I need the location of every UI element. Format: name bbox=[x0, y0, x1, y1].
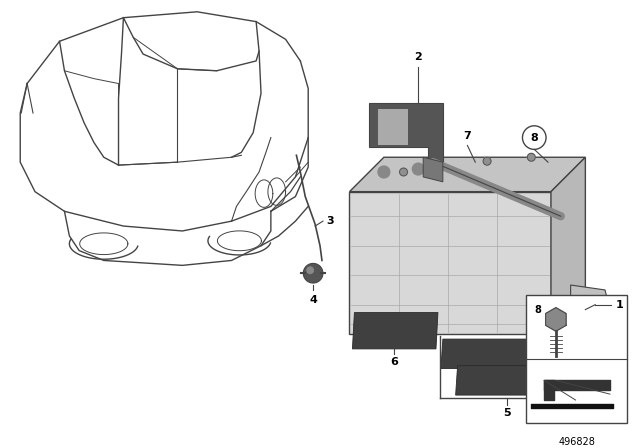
Text: 3: 3 bbox=[326, 216, 333, 226]
Text: 4: 4 bbox=[309, 295, 317, 305]
Text: 1: 1 bbox=[616, 300, 623, 310]
Text: 8: 8 bbox=[531, 133, 538, 142]
Circle shape bbox=[378, 166, 390, 178]
Text: 6: 6 bbox=[390, 357, 397, 366]
Circle shape bbox=[527, 153, 535, 161]
Polygon shape bbox=[441, 339, 556, 369]
Circle shape bbox=[303, 263, 323, 283]
Bar bbox=[526, 295, 627, 422]
Polygon shape bbox=[369, 103, 443, 162]
Text: 7: 7 bbox=[463, 131, 471, 141]
Polygon shape bbox=[551, 157, 586, 334]
Polygon shape bbox=[353, 313, 438, 349]
Polygon shape bbox=[456, 366, 571, 395]
Circle shape bbox=[399, 168, 408, 176]
Circle shape bbox=[412, 163, 424, 175]
Circle shape bbox=[434, 161, 442, 169]
Polygon shape bbox=[571, 285, 610, 319]
Text: 2: 2 bbox=[415, 52, 422, 62]
Circle shape bbox=[483, 157, 491, 165]
Text: 5: 5 bbox=[503, 408, 511, 418]
Bar bbox=[377, 108, 408, 146]
Text: 8: 8 bbox=[534, 305, 541, 314]
Text: 496828: 496828 bbox=[558, 437, 595, 448]
Polygon shape bbox=[349, 157, 586, 192]
Polygon shape bbox=[423, 157, 443, 182]
Circle shape bbox=[307, 267, 314, 274]
Polygon shape bbox=[546, 308, 566, 331]
Polygon shape bbox=[349, 192, 551, 334]
